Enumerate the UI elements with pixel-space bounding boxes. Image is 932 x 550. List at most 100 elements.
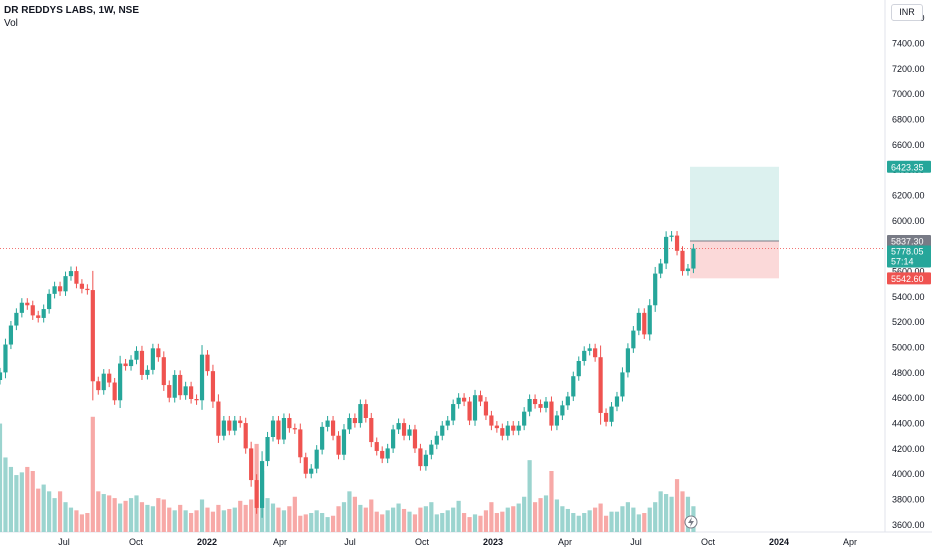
volume-bar bbox=[451, 507, 456, 532]
candle-body bbox=[210, 371, 216, 402]
volume-bar bbox=[440, 513, 445, 532]
target-price-label: 6423.35 bbox=[891, 162, 924, 172]
candle-body bbox=[30, 305, 35, 316]
volume-bar bbox=[194, 510, 199, 532]
candle-body bbox=[451, 404, 456, 421]
y-tick-label: 7000.00 bbox=[892, 89, 925, 99]
x-tick-label: 2024 bbox=[769, 537, 789, 547]
candle-body bbox=[139, 350, 145, 375]
volume-bar bbox=[156, 498, 161, 532]
volume-bar bbox=[325, 517, 330, 532]
volume-bar bbox=[107, 495, 112, 532]
candle-body bbox=[63, 276, 68, 292]
volume-bar bbox=[358, 504, 363, 532]
candle-body bbox=[418, 448, 423, 467]
candle-body bbox=[36, 315, 41, 318]
volume-bar bbox=[489, 502, 494, 532]
candle-body bbox=[232, 420, 237, 431]
candle-body bbox=[511, 425, 516, 431]
volume-bar bbox=[369, 499, 374, 532]
volume-bar bbox=[232, 507, 237, 532]
candle-body bbox=[516, 425, 521, 431]
volume-bar bbox=[391, 507, 396, 532]
volume-bar bbox=[341, 502, 347, 532]
candle-body bbox=[538, 404, 543, 408]
candle-body bbox=[47, 293, 52, 310]
candle-body bbox=[609, 406, 614, 422]
currency-button[interactable]: INR bbox=[891, 4, 923, 21]
volume-bar bbox=[385, 510, 390, 532]
volume-bar bbox=[270, 503, 276, 532]
volume-bar bbox=[221, 510, 226, 532]
candle-body bbox=[325, 420, 330, 427]
volume-bar bbox=[631, 507, 636, 532]
y-tick-label: 5400.00 bbox=[892, 292, 925, 302]
candle-body bbox=[156, 348, 161, 358]
y-tick-label: 5200.00 bbox=[892, 317, 925, 327]
volume-bar bbox=[101, 494, 106, 532]
volume-bar bbox=[330, 515, 336, 532]
volume-bar bbox=[19, 472, 24, 532]
target-price-label-bg bbox=[887, 160, 931, 173]
candle-body bbox=[647, 305, 652, 335]
volume-bar bbox=[85, 513, 90, 532]
candle-body bbox=[8, 325, 14, 345]
volume-bar bbox=[674, 479, 680, 532]
profit-zone bbox=[690, 166, 779, 242]
candle-body bbox=[467, 401, 472, 421]
candle-body bbox=[658, 263, 663, 274]
volume-bar bbox=[238, 500, 243, 532]
volume-bar bbox=[265, 498, 270, 532]
candle-body bbox=[522, 411, 527, 426]
candle-body bbox=[358, 404, 363, 424]
candle-body bbox=[150, 348, 155, 370]
candle-body bbox=[554, 415, 560, 426]
volume-bar bbox=[543, 495, 549, 532]
candle-body bbox=[620, 372, 625, 397]
volume-bar bbox=[118, 503, 123, 532]
candle-body bbox=[3, 344, 8, 373]
y-tick-label: 7400.00 bbox=[892, 39, 925, 49]
volume-bar bbox=[401, 508, 407, 532]
volume-bar bbox=[3, 457, 8, 532]
candle-body bbox=[336, 435, 341, 455]
volume-bar bbox=[205, 507, 210, 532]
x-tick-label: 2023 bbox=[483, 537, 503, 547]
volume-bar bbox=[614, 511, 620, 532]
candle-body bbox=[303, 457, 308, 474]
candle-body bbox=[287, 418, 292, 429]
candle-body bbox=[549, 401, 554, 426]
volume-bar bbox=[8, 466, 14, 532]
volume-bar bbox=[112, 498, 117, 532]
volume-bar bbox=[478, 515, 483, 532]
volume-bar bbox=[593, 507, 598, 532]
candle-body bbox=[74, 271, 79, 284]
volume-bar bbox=[63, 502, 68, 532]
candle-body bbox=[281, 418, 287, 440]
candle-body bbox=[178, 374, 183, 396]
volume-bar bbox=[603, 515, 609, 532]
candle-body bbox=[128, 359, 134, 367]
volume-bar bbox=[532, 502, 538, 532]
candle-body bbox=[123, 363, 128, 367]
volume-bar bbox=[598, 503, 603, 532]
candle-body bbox=[636, 312, 641, 331]
volume-bar bbox=[167, 507, 172, 532]
volume-bar bbox=[0, 423, 3, 532]
volume-bar bbox=[412, 514, 418, 532]
candle-body bbox=[270, 420, 276, 437]
candle-body bbox=[199, 354, 205, 401]
volume-bar bbox=[423, 506, 428, 532]
volume-bar bbox=[669, 496, 674, 532]
candle-body bbox=[112, 382, 117, 401]
volume-bar bbox=[52, 498, 57, 532]
y-tick-label: 4000.00 bbox=[892, 469, 925, 479]
candle-body bbox=[685, 268, 691, 272]
y-tick-label: 3800.00 bbox=[892, 495, 925, 505]
candle-body bbox=[276, 420, 281, 440]
volume-bar bbox=[303, 514, 308, 532]
volume-bar bbox=[462, 513, 467, 532]
volume-bar bbox=[292, 496, 297, 532]
candle-body bbox=[680, 250, 685, 272]
